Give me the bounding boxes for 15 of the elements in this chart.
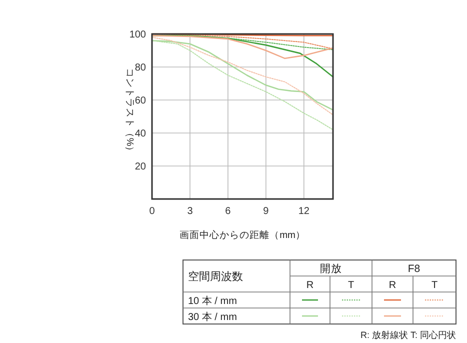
x-tick-label: 9	[263, 206, 270, 217]
y-tick-label: 40	[134, 128, 146, 140]
legend: 空間周波数 開放 F8 R T R T 10 本 / mm 30 本 / mm R: 放射線状 T: 同心円状	[182, 260, 456, 340]
y-tick-label: 100	[129, 30, 146, 40]
y-tick-label: 60	[134, 96, 146, 106]
y-axis-title: コントラスト（%）	[124, 68, 135, 156]
x-tick-label: 6	[225, 206, 232, 217]
y-tick-label: 80	[134, 62, 146, 74]
x-axis-title: 画面中心からの距離（mm）	[180, 229, 306, 241]
legend-title: 空間周波数	[188, 270, 243, 283]
y-tick-label: 20	[134, 162, 146, 172]
line-series	[151, 35, 334, 60]
x-tick-label: 12	[298, 206, 310, 217]
x-tick-label: 3	[187, 206, 194, 217]
x-tick-label: 0	[149, 206, 156, 217]
